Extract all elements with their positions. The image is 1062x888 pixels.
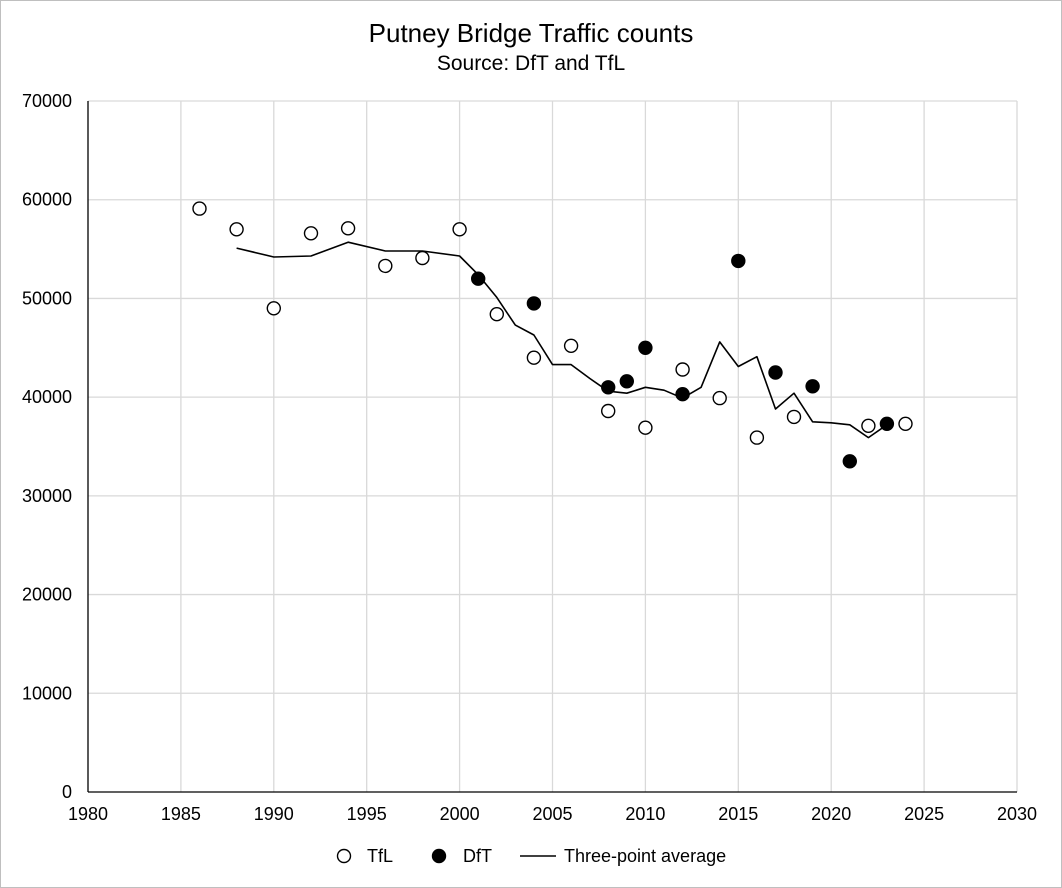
tfl-point: [489, 307, 504, 322]
y-tick-label: 30000: [22, 486, 72, 506]
chart-subtitle: Source: DfT and TfL: [437, 52, 625, 75]
three-point-average-line: [236, 241, 888, 439]
y-tick-label: 40000: [22, 387, 72, 407]
dft-point: [619, 374, 634, 389]
grid-lines: [88, 100, 1018, 792]
x-tick-label: 2015: [718, 804, 758, 824]
x-tick-label: 2020: [811, 804, 851, 824]
tfl-point: [749, 430, 765, 445]
chart-title: Putney Bridge Traffic counts: [369, 18, 694, 48]
legend-marker-dft: [431, 848, 447, 864]
x-tick-label: 2000: [440, 804, 480, 824]
tfl-point: [712, 390, 727, 406]
y-tick-label: 0: [62, 782, 72, 802]
dft-point: [731, 253, 746, 269]
tfl-point: [415, 250, 430, 266]
y-tick-label: 70000: [22, 91, 72, 111]
y-tick-label: 50000: [22, 288, 72, 308]
legend-label-tfl: TfL: [367, 846, 393, 866]
axes: [87, 101, 1017, 793]
tick-labels: 1980 1985 1990 1995 2000 2005 2010 2015 2020 2025…: [22, 91, 1037, 824]
x-tick-label: 2030: [997, 804, 1037, 824]
dft-point: [842, 454, 857, 469]
tfl-point: [229, 222, 244, 237]
tfl-point: [378, 258, 393, 274]
legend-marker-tfl: [336, 848, 352, 864]
dft-point: [638, 340, 653, 355]
tfl-point: [563, 338, 579, 353]
x-tick-label: 1985: [161, 804, 201, 824]
average-line-layer: [236, 241, 888, 439]
tfl-point: [340, 221, 356, 236]
y-tick-label: 20000: [22, 585, 72, 605]
legend: TfL DfT Three-point average: [336, 846, 726, 866]
legend-label-average: Three-point average: [564, 846, 726, 866]
legend-label-dft: DfT: [463, 846, 492, 866]
y-tick-label: 10000: [22, 683, 72, 703]
x-tick-label: 1980: [68, 804, 108, 824]
x-tick-label: 2025: [904, 804, 944, 824]
dft-point: [768, 365, 783, 380]
tfl-point: [861, 418, 876, 433]
tfl-point: [675, 362, 690, 377]
tfl-point: [601, 403, 616, 419]
dft-point: [675, 387, 690, 402]
dft-point: [879, 416, 895, 431]
tfl-point: [526, 350, 542, 365]
y-tick-label: 60000: [22, 190, 72, 210]
dft-point: [526, 296, 542, 311]
dft-point: [601, 380, 616, 395]
dft-point: [805, 379, 820, 394]
tfl-point: [786, 409, 802, 425]
tfl-point: [266, 301, 281, 316]
tfl-point: [452, 222, 467, 237]
tfl-point: [303, 226, 319, 241]
tfl-point: [638, 420, 653, 435]
x-tick-label: 2005: [532, 804, 572, 824]
x-tick-label: 1995: [347, 804, 387, 824]
tfl-point: [192, 201, 207, 216]
data-points: [192, 201, 913, 469]
x-tick-label: 1990: [254, 804, 294, 824]
tfl-point: [898, 416, 913, 431]
dft-point: [471, 271, 486, 286]
x-tick-label: 2010: [625, 804, 665, 824]
